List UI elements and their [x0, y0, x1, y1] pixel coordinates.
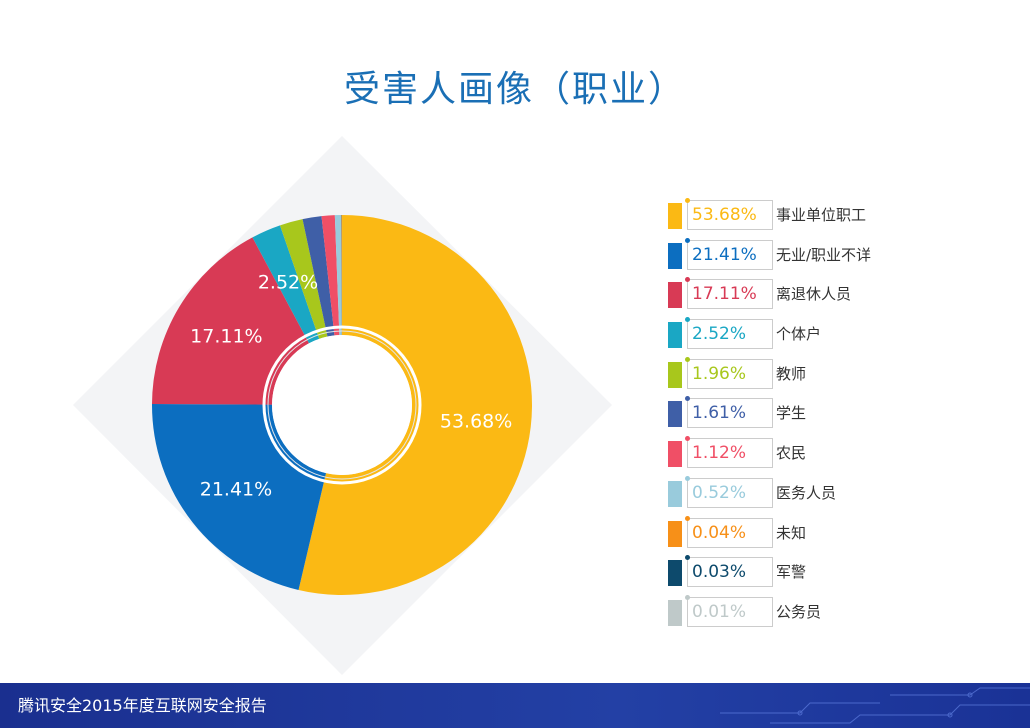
- legend-item: 0.01% 公务员: [668, 594, 998, 635]
- page-title: 受害人画像（职业）: [343, 69, 686, 110]
- legend-value: 0.03%: [685, 555, 773, 588]
- footer-text: 腾讯安全2015年度互联网安全报告: [18, 696, 267, 715]
- legend-swatch: [668, 599, 682, 626]
- pie-slice: [334, 215, 342, 336]
- pie-slice: [302, 216, 335, 337]
- legend-value: 0.04%: [685, 515, 773, 548]
- legend-swatch: [668, 401, 682, 428]
- pie-slice: [321, 215, 340, 336]
- legend-value: 1.61%: [685, 396, 773, 429]
- legend-item: 17.11% 离退休人员: [668, 277, 998, 317]
- legend-item: 21.41% 无业/职业不详: [668, 237, 998, 278]
- legend: 53.68% 事业单位职工 21.41% 无业/职业不详 17.11% 离退休人员 2.52…: [668, 198, 998, 635]
- legend-swatch: [668, 560, 682, 587]
- legend-swatch: [668, 242, 682, 269]
- legend-value: 53.68%: [685, 198, 773, 230]
- legend-value: 17.11%: [685, 277, 773, 310]
- legend-item: 2.52% 个体户: [668, 317, 998, 357]
- donut-hole: [272, 335, 412, 475]
- legend-label: 未知: [776, 523, 807, 542]
- legend-label: 农民: [776, 444, 807, 463]
- legend-label: 无业/职业不详: [776, 245, 872, 264]
- footer-bar: 腾讯安全2015年度互联网安全报告: [0, 683, 1030, 728]
- legend-label: 公务员: [776, 602, 822, 621]
- pie-slice: [341, 215, 342, 336]
- slice-data-label: 2.52%: [258, 271, 318, 293]
- legend-value: 1.96%: [685, 356, 773, 389]
- legend-swatch: [668, 361, 682, 388]
- slice-data-label: 53.68%: [440, 411, 512, 433]
- legend-swatch: [668, 441, 682, 468]
- circuit-decoration: [720, 687, 1030, 724]
- slice-data-label: 21.41%: [200, 479, 272, 501]
- legend-item: 1.12% 农民: [668, 436, 998, 476]
- legend-item: 53.68% 事业单位职工: [668, 198, 998, 238]
- legend-item: 0.52% 医务人员: [668, 475, 998, 516]
- legend-value: 21.41%: [685, 237, 773, 270]
- legend-label: 军警: [776, 563, 807, 582]
- pie-slice: [252, 225, 320, 344]
- legend-value: 1.12%: [685, 436, 773, 469]
- pie-slice: [151, 404, 326, 590]
- legend-value: 0.01%: [685, 594, 773, 627]
- legend-item: 1.61% 学生: [668, 396, 998, 436]
- legend-label: 教师: [776, 364, 807, 383]
- inner-ring-line: [267, 330, 417, 480]
- pie-slice: [298, 215, 532, 595]
- legend-label: 个体户: [776, 325, 822, 344]
- legend-swatch: [668, 282, 682, 309]
- slice-data-label: 17.11%: [190, 325, 262, 347]
- legend-value: 2.52%: [685, 317, 773, 350]
- legend-label: 事业单位职工: [776, 206, 867, 224]
- donut-chart: 53.68% 21.41% 17.11% 2.52%: [73, 136, 612, 675]
- legend-value: 0.52%: [685, 475, 773, 508]
- legend-swatch: [668, 520, 682, 547]
- inner-ring: [262, 325, 422, 485]
- legend-swatch: [668, 203, 682, 229]
- legend-swatch: [668, 480, 682, 507]
- legend-item: 0.03% 军警: [668, 555, 998, 595]
- legend-item: 0.04% 未知: [668, 515, 998, 556]
- legend-swatch: [668, 322, 682, 349]
- legend-item: 1.96% 教师: [668, 356, 998, 397]
- legend-label: 学生: [776, 404, 807, 423]
- legend-label: 离退休人员: [776, 285, 852, 304]
- pie-slice: [280, 219, 328, 339]
- pie-slice: [152, 237, 310, 405]
- legend-label: 医务人员: [776, 483, 837, 502]
